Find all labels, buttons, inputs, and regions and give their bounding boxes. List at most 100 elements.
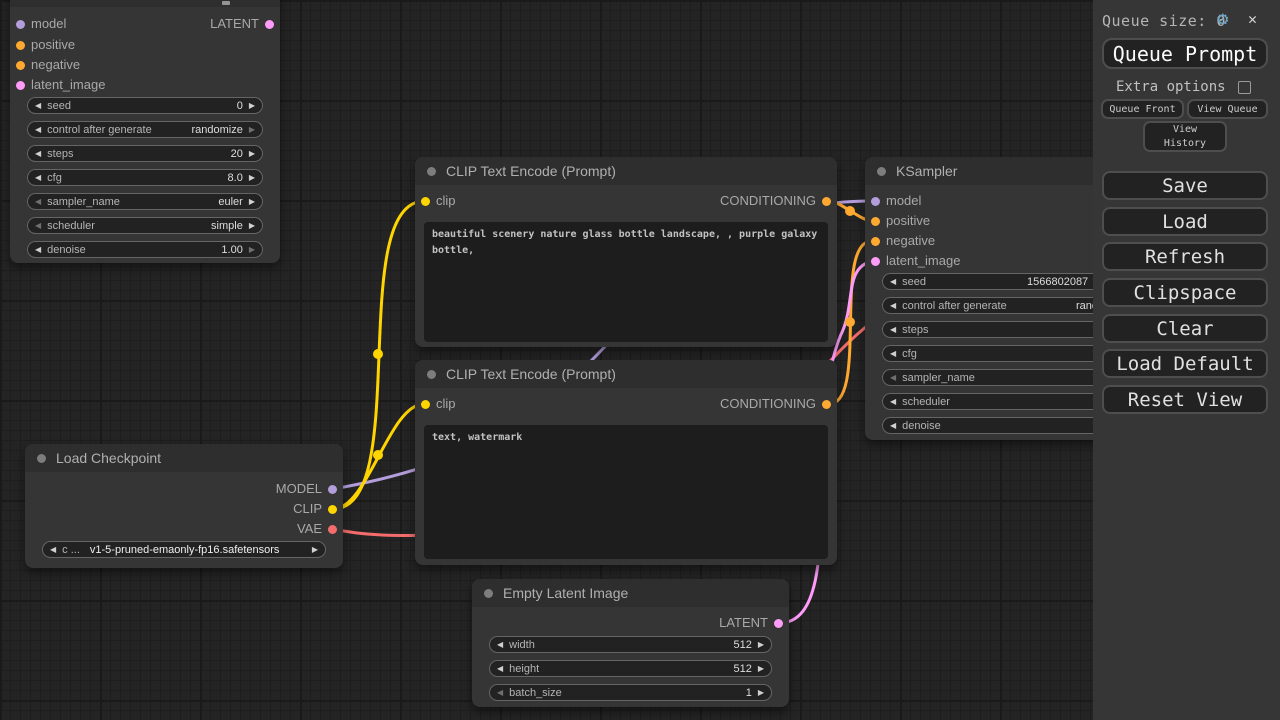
sampler-name-widget[interactable]: ◀ sampler_name — [882, 369, 1128, 386]
positive-slot-dot[interactable] — [16, 40, 25, 50]
collapse-dot-icon[interactable] — [37, 453, 46, 463]
prompt-textarea[interactable]: text, watermark — [424, 425, 828, 559]
node-title: Load Checkpoint — [56, 450, 162, 466]
latent-slot-dot[interactable] — [265, 19, 274, 29]
queue-front-button[interactable]: Queue Front — [1101, 99, 1184, 119]
node-title-bar[interactable]: Load Checkpoint — [25, 444, 343, 472]
view-history-button[interactable]: View History — [1143, 121, 1227, 152]
left-arrow-icon[interactable]: ◀ — [497, 640, 504, 649]
queue-prompt-button[interactable]: Queue Prompt — [1102, 38, 1268, 69]
prompt-textarea[interactable]: beautiful scenery nature glass bottle la… — [424, 222, 828, 342]
seed-widget[interactable]: ◀ seed 0 ▶ — [27, 97, 263, 114]
refresh-button[interactable]: Refresh — [1102, 242, 1268, 271]
cfg-widget[interactable]: ◀ cfg — [882, 345, 1128, 362]
node-load-checkpoint[interactable]: Load Checkpoint MODEL CLIP VAE ◀ c ... v… — [25, 444, 343, 568]
model-slot-dot[interactable] — [16, 19, 25, 29]
negative-slot-dot[interactable] — [16, 60, 25, 70]
control-after-generate-widget[interactable]: ◀ control after generate randomize — [882, 297, 1128, 314]
close-icon[interactable]: ✕ — [1248, 10, 1258, 28]
left-arrow-icon[interactable]: ◀ — [890, 277, 897, 286]
save-button[interactable]: Save — [1102, 171, 1268, 200]
collapse-dot-icon[interactable] — [484, 588, 493, 598]
steps-widget[interactable]: ◀ steps — [882, 321, 1128, 338]
left-arrow-icon[interactable]: ◀ — [35, 197, 42, 206]
left-arrow-icon[interactable]: ◀ — [35, 149, 42, 158]
vae-slot-dot[interactable] — [328, 524, 337, 534]
right-arrow-icon[interactable]: ▶ — [248, 173, 255, 182]
denoise-widget[interactable]: ◀ denoise — [882, 417, 1128, 434]
extra-options-checkbox[interactable] — [1238, 81, 1251, 94]
left-arrow-icon[interactable]: ◀ — [35, 125, 42, 134]
slot-label: clip — [436, 396, 456, 411]
latent-image-slot-dot[interactable] — [16, 80, 25, 90]
right-arrow-icon[interactable]: ▶ — [248, 197, 255, 206]
seed-widget[interactable]: ◀ seed 1566802087 — [882, 273, 1128, 290]
right-arrow-icon[interactable]: ▶ — [248, 125, 255, 134]
right-arrow-icon[interactable]: ▶ — [757, 688, 764, 697]
denoise-widget[interactable]: ◀ denoise 1.00 ▶ — [27, 241, 263, 258]
clipspace-button[interactable]: Clipspace — [1102, 278, 1268, 307]
settings-gear-icon[interactable]: ⚙ — [1217, 8, 1229, 30]
height-widget[interactable]: ◀ height 512 ▶ — [489, 660, 772, 677]
right-arrow-icon[interactable]: ▶ — [248, 245, 255, 254]
left-arrow-icon[interactable]: ◀ — [35, 221, 42, 230]
batch-size-widget[interactable]: ◀ batch_size 1 ▶ — [489, 684, 772, 701]
scheduler-widget[interactable]: ◀ scheduler simple ▶ — [27, 217, 263, 234]
node-ksampler-left[interactable]: model LATENT positive negative latent_im… — [10, 0, 280, 263]
left-arrow-icon[interactable]: ◀ — [50, 545, 57, 554]
clip-slot-dot[interactable] — [421, 399, 430, 409]
node-title-bar[interactable]: CLIP Text Encode (Prompt) — [415, 157, 837, 185]
model-slot-dot[interactable] — [871, 196, 880, 206]
left-arrow-icon[interactable]: ◀ — [35, 173, 42, 182]
collapse-dot-icon[interactable] — [427, 166, 436, 176]
load-button[interactable]: Load — [1102, 207, 1268, 236]
clear-button[interactable]: Clear — [1102, 314, 1268, 343]
control-after-generate-widget[interactable]: ◀ control after generate randomize ▶ — [27, 121, 263, 138]
left-arrow-icon[interactable]: ◀ — [890, 397, 897, 406]
left-arrow-icon[interactable]: ◀ — [890, 325, 897, 334]
latent-image-slot-dot[interactable] — [871, 256, 880, 266]
model-slot-dot[interactable] — [328, 484, 337, 494]
positive-slot-dot[interactable] — [871, 216, 880, 226]
conditioning-slot-dot[interactable] — [822, 196, 831, 206]
sampler-name-widget[interactable]: ◀ sampler_name euler ▶ — [27, 193, 263, 210]
clip-slot-dot[interactable] — [421, 196, 430, 206]
node-empty-latent-image[interactable]: Empty Latent Image LATENT ◀ width 512 ▶ … — [472, 579, 789, 707]
right-arrow-icon[interactable]: ▶ — [757, 664, 764, 673]
node-title-bar[interactable] — [10, 0, 280, 7]
scheduler-widget[interactable]: ◀ scheduler — [882, 393, 1128, 410]
width-widget[interactable]: ◀ width 512 ▶ — [489, 636, 772, 653]
left-arrow-icon[interactable]: ◀ — [890, 421, 897, 430]
view-queue-button[interactable]: View Queue — [1187, 99, 1268, 119]
right-arrow-icon[interactable]: ▶ — [248, 149, 255, 158]
node-clip-text-encode-positive[interactable]: CLIP Text Encode (Prompt) clip CONDITION… — [415, 157, 837, 347]
collapse-dot-icon[interactable] — [877, 166, 886, 176]
right-arrow-icon[interactable]: ▶ — [757, 640, 764, 649]
left-arrow-icon[interactable]: ◀ — [890, 301, 897, 310]
right-arrow-icon[interactable]: ▶ — [248, 101, 255, 110]
node-title-bar[interactable]: CLIP Text Encode (Prompt) — [415, 360, 837, 388]
left-arrow-icon[interactable]: ◀ — [890, 349, 897, 358]
negative-slot-dot[interactable] — [871, 236, 880, 246]
clip-slot-dot[interactable] — [328, 504, 337, 514]
slot-label: LATENT — [210, 16, 259, 31]
reset-view-button[interactable]: Reset View — [1102, 385, 1268, 414]
left-arrow-icon[interactable]: ◀ — [35, 245, 42, 254]
left-arrow-icon[interactable]: ◀ — [497, 664, 504, 673]
cfg-widget[interactable]: ◀ cfg 8.0 ▶ — [27, 169, 263, 186]
left-arrow-icon[interactable]: ◀ — [497, 688, 504, 697]
widget-value: 512 — [733, 638, 752, 651]
load-default-button[interactable]: Load Default — [1102, 349, 1268, 378]
latent-slot-dot[interactable] — [774, 618, 783, 628]
ckpt-name-widget[interactable]: ◀ c ... v1-5-pruned-emaonly-fp16.safeten… — [42, 541, 326, 558]
right-arrow-icon[interactable]: ▶ — [311, 545, 318, 554]
conditioning-slot-dot[interactable] — [822, 399, 831, 409]
right-arrow-icon[interactable]: ▶ — [248, 221, 255, 230]
left-arrow-icon[interactable]: ◀ — [890, 373, 897, 382]
steps-widget[interactable]: ◀ steps 20 ▶ — [27, 145, 263, 162]
collapse-dot-icon[interactable] — [427, 369, 436, 379]
node-title-bar[interactable]: Empty Latent Image — [472, 579, 789, 607]
left-arrow-icon[interactable]: ◀ — [35, 101, 42, 110]
node-clip-text-encode-negative[interactable]: CLIP Text Encode (Prompt) clip CONDITION… — [415, 360, 837, 565]
